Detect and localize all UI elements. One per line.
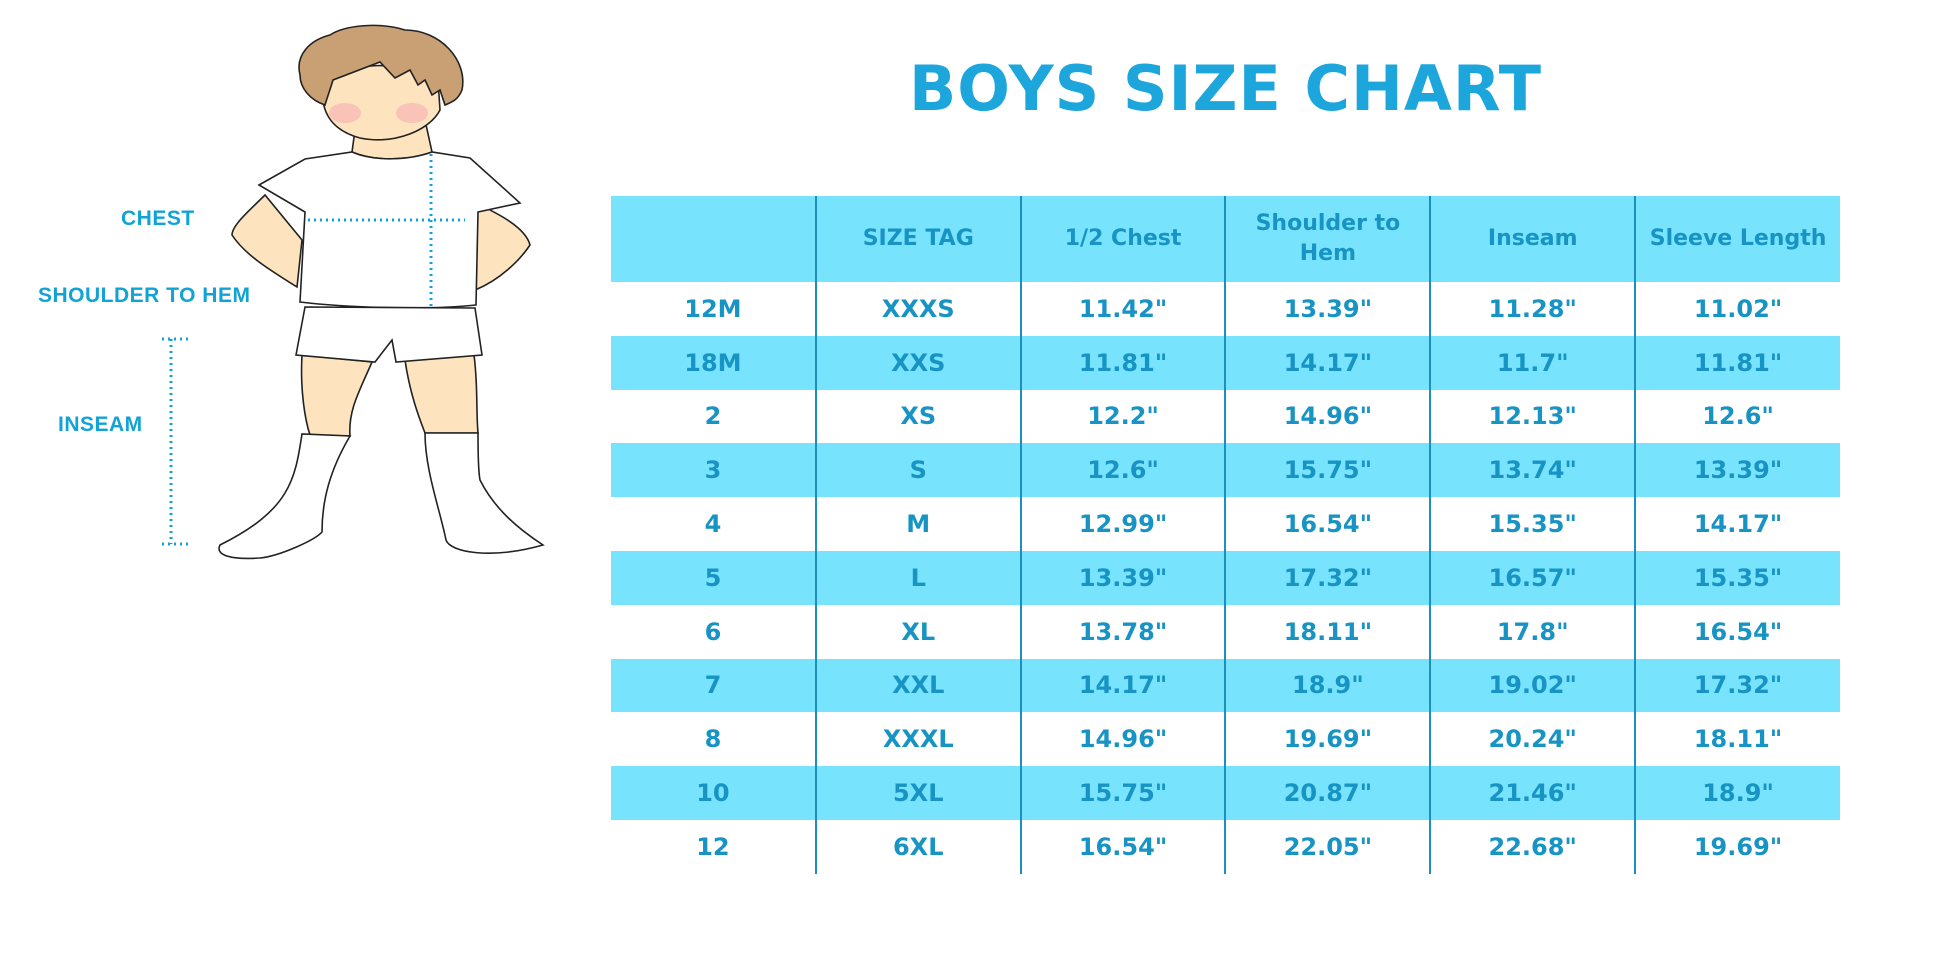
table-cell: 17.8" xyxy=(1429,604,1636,659)
shoulder-to-hem-label: SHOULDER TO HEM xyxy=(38,284,251,307)
column-header: 1/2 Chest xyxy=(1019,196,1226,282)
table-cell: 20.87" xyxy=(1224,766,1431,820)
column-header xyxy=(611,196,816,282)
page-title: BOYS SIZE CHART xyxy=(908,52,1543,125)
table-cell: 15.35" xyxy=(1634,550,1840,605)
table-cell: 16.54" xyxy=(1224,497,1431,551)
table-cell: 14.17" xyxy=(1019,658,1226,713)
column-header: Sleeve Length xyxy=(1634,196,1840,282)
table-cell: 11.28" xyxy=(1429,282,1636,336)
table-cell: 12.99" xyxy=(1019,497,1226,551)
table-cell: 18M xyxy=(684,348,742,377)
table-cell: 12.2" xyxy=(1019,389,1226,444)
table-cell: 15.75" xyxy=(1224,443,1431,498)
chest-label: CHEST xyxy=(121,207,195,230)
table-cell: 4 xyxy=(704,510,722,539)
table-cell: 20.24" xyxy=(1429,712,1636,767)
table-row: 12 6XL 16.54" 22.05" 22.68" 19.69" xyxy=(611,819,1840,874)
size-chart-table: SIZE TAG 1/2 Chest Shoulder to Hem Inseam Sl… xyxy=(611,196,1840,874)
table-cell: 19.02" xyxy=(1429,658,1636,713)
table-header-row: SIZE TAG 1/2 Chest Shoulder to Hem Inseam Sl… xyxy=(611,196,1840,282)
table-cell: XL xyxy=(814,604,1021,659)
table-row: 18M XXS 11.81" 14.17" 11.7" 11.81" xyxy=(611,335,1840,390)
table-row: 6 XL 13.78" 18.11" 17.8" 16.54" xyxy=(611,604,1840,659)
table-cell: 18.9" xyxy=(1634,766,1840,820)
inseam-label: INSEAM xyxy=(58,413,143,436)
table-cell: 8 xyxy=(704,725,722,754)
table-row: 10 5XL 15.75" 20.87" 21.46" 18.9" xyxy=(611,766,1840,820)
table-cell: M xyxy=(814,497,1021,551)
table-row: 8 XXXL 14.96" 19.69" 20.24" 18.11" xyxy=(611,712,1840,767)
boy-illustration xyxy=(162,24,545,560)
table-cell: 16.57" xyxy=(1429,550,1636,605)
table-row: 2 XS 12.2" 14.96" 12.13" 12.6" xyxy=(611,389,1840,444)
table-row: 5 L 13.39" 17.32" 16.57" 15.35" xyxy=(611,550,1840,605)
table-cell: 18.11" xyxy=(1634,712,1840,767)
table-cell: 17.32" xyxy=(1634,658,1840,713)
table-cell: 13.39" xyxy=(1019,550,1226,605)
table-cell: 12.13" xyxy=(1429,389,1636,444)
table-cell: 13.74" xyxy=(1429,443,1636,498)
table-cell: 15.35" xyxy=(1429,497,1636,551)
table-row: 3 S 12.6" 15.75" 13.74" 13.39" xyxy=(611,443,1840,498)
table-cell: XS xyxy=(814,389,1021,444)
table-cell: 12.6" xyxy=(1634,389,1840,444)
table-cell: 12 xyxy=(696,832,730,861)
table-cell: 11.81" xyxy=(1019,335,1226,390)
table-cell: 2 xyxy=(704,402,722,431)
column-header: SIZE TAG xyxy=(814,196,1021,282)
table-cell: 3 xyxy=(704,456,722,485)
table-cell: XXS xyxy=(814,335,1021,390)
table-cell: 16.54" xyxy=(1634,604,1840,659)
table-cell: 14.17" xyxy=(1634,497,1840,551)
table-cell: 6 xyxy=(704,617,722,646)
table-cell: 7 xyxy=(704,671,722,700)
column-header: Shoulder to Hem xyxy=(1224,196,1431,282)
table-cell: 14.17" xyxy=(1224,335,1431,390)
table-cell: XXXS xyxy=(814,282,1021,336)
table-cell: 21.46" xyxy=(1429,766,1636,820)
table-cell: 13.39" xyxy=(1224,282,1431,336)
table-cell: 16.54" xyxy=(1019,819,1226,874)
table-cell: 19.69" xyxy=(1634,819,1840,874)
table-cell: 5XL xyxy=(814,766,1021,820)
table-row: 12M XXXS 11.42" 13.39" 11.28" 11.02" xyxy=(611,282,1840,336)
table-cell: 15.75" xyxy=(1019,766,1226,820)
table-cell: 10 xyxy=(696,779,730,808)
table-cell: 19.69" xyxy=(1224,712,1431,767)
table-cell: 14.96" xyxy=(1019,712,1226,767)
table-cell: 14.96" xyxy=(1224,389,1431,444)
table-row: 7 XXL 14.17" 18.9" 19.02" 17.32" xyxy=(611,658,1840,713)
table-cell: 11.02" xyxy=(1634,282,1840,336)
table-row: 4 M 12.99" 16.54" 15.35" 14.17" xyxy=(611,497,1840,551)
table-cell: 18.9" xyxy=(1224,658,1431,713)
table-cell: 11.7" xyxy=(1429,335,1636,390)
table-cell: 18.11" xyxy=(1224,604,1431,659)
table-cell: XXL xyxy=(814,658,1021,713)
table-cell: 13.78" xyxy=(1019,604,1226,659)
table-cell: 6XL xyxy=(814,819,1021,874)
table-cell: 11.81" xyxy=(1634,335,1840,390)
table-cell: S xyxy=(814,443,1021,498)
table-cell: 12.6" xyxy=(1019,443,1226,498)
table-cell: 22.68" xyxy=(1429,819,1636,874)
table-cell: 17.32" xyxy=(1224,550,1431,605)
column-header: Inseam xyxy=(1429,196,1636,282)
table-cell: 22.05" xyxy=(1224,819,1431,874)
table-cell: 11.42" xyxy=(1019,282,1226,336)
table-cell: 5 xyxy=(704,563,722,592)
table-cell: L xyxy=(814,550,1021,605)
table-cell: XXXL xyxy=(814,712,1021,767)
table-cell: 12M xyxy=(684,294,742,323)
table-cell: 13.39" xyxy=(1634,443,1840,498)
